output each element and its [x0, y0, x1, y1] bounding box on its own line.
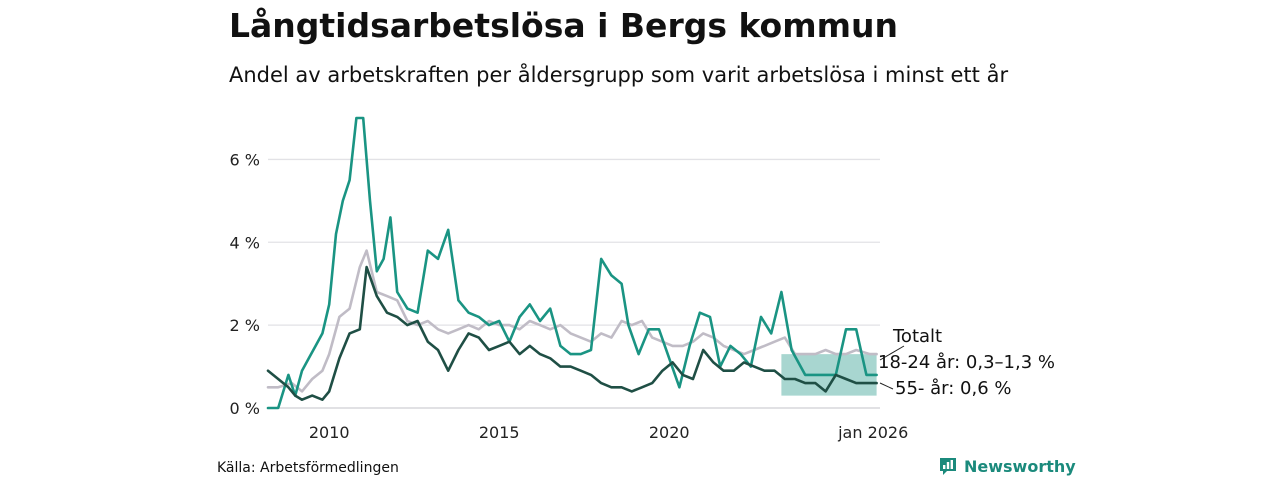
chart-subtitle: Andel av arbetskraften per åldersgrupp s… [229, 63, 1009, 87]
series-line-3 [266, 265, 878, 401]
x-tick-label: 2020 [649, 423, 690, 442]
series-end-label: 18-24 år: 0,3–1,3 % [878, 352, 1055, 373]
y-tick-label: 0 % [230, 399, 260, 418]
y-tick-label: 6 % [230, 150, 260, 169]
series-line-2 [266, 116, 878, 410]
chart-title: Långtidsarbetslösa i Bergs kommun [229, 6, 898, 45]
brand-logo: Newsworthy [938, 456, 1076, 476]
x-tick-label: 2010 [309, 423, 350, 442]
label-leader-line [879, 345, 905, 361]
series-end-label: 55- år: 0,6 % [895, 378, 1011, 399]
x-tick-label: jan 2026 [837, 423, 908, 442]
series-line-1 [266, 249, 878, 393]
source-note: Källa: Arbetsförmedlingen [217, 460, 399, 476]
brand-name: Newsworthy [964, 456, 1076, 476]
y-tick-label: 4 % [230, 233, 260, 252]
x-tick-label: 2015 [479, 423, 520, 442]
y-tick-label: 2 % [230, 316, 260, 335]
series-end-label: Totalt [892, 326, 942, 347]
label-leader-line [879, 382, 894, 390]
newsworthy-logo-icon [940, 458, 956, 475]
